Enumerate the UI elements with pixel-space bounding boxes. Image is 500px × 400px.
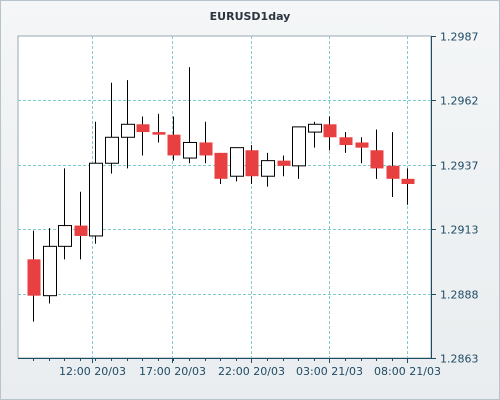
candle-body-down: [27, 259, 41, 296]
chart-title: EURUSD1day: [209, 10, 291, 23]
plot-area: [17, 35, 432, 359]
candle-body-up: [43, 245, 57, 297]
candle-body-down: [339, 137, 353, 146]
y-tick-label: 1.2888: [440, 289, 479, 302]
candle-body-down: [245, 150, 259, 177]
candle-body-up: [105, 136, 119, 164]
x-tick-label: 08:00 21/03: [374, 365, 441, 378]
y-tick-label: 1.2937: [440, 160, 479, 173]
y-tick-label: 1.2863: [440, 353, 479, 366]
candle-body-down: [136, 124, 150, 133]
candle-body-up: [230, 147, 244, 177]
candle-body-down: [323, 124, 337, 138]
candle-body-down: [386, 165, 400, 179]
candle-body-up: [292, 126, 306, 167]
candle-body-down: [401, 178, 415, 185]
candle-body-down: [277, 160, 291, 166]
x-tick-label: 17:00 20/03: [139, 365, 206, 378]
y-tick-label: 1.2913: [440, 224, 479, 237]
candle-body-down: [152, 132, 166, 135]
candle-body-down: [167, 134, 181, 156]
candle-body-down: [370, 150, 384, 169]
candle-body-down: [74, 225, 88, 236]
x-tick-label: 22:00 20/03: [218, 365, 285, 378]
candle-body-up: [308, 123, 322, 133]
candle-body-down: [214, 152, 228, 179]
y-tick-label: 1.2962: [440, 95, 479, 108]
candle-body-up: [261, 160, 275, 177]
candle-body-up: [89, 162, 103, 237]
x-tick-label: 12:00 20/03: [59, 365, 126, 378]
candle-body-down: [199, 142, 213, 156]
candle-body-down: [355, 142, 369, 148]
candle-body-up: [121, 123, 135, 138]
candle-body-up: [58, 225, 72, 247]
y-tick-label: 1.2987: [440, 31, 479, 44]
x-tick-label: 03:00 21/03: [296, 365, 363, 378]
candle-body-up: [183, 141, 197, 159]
